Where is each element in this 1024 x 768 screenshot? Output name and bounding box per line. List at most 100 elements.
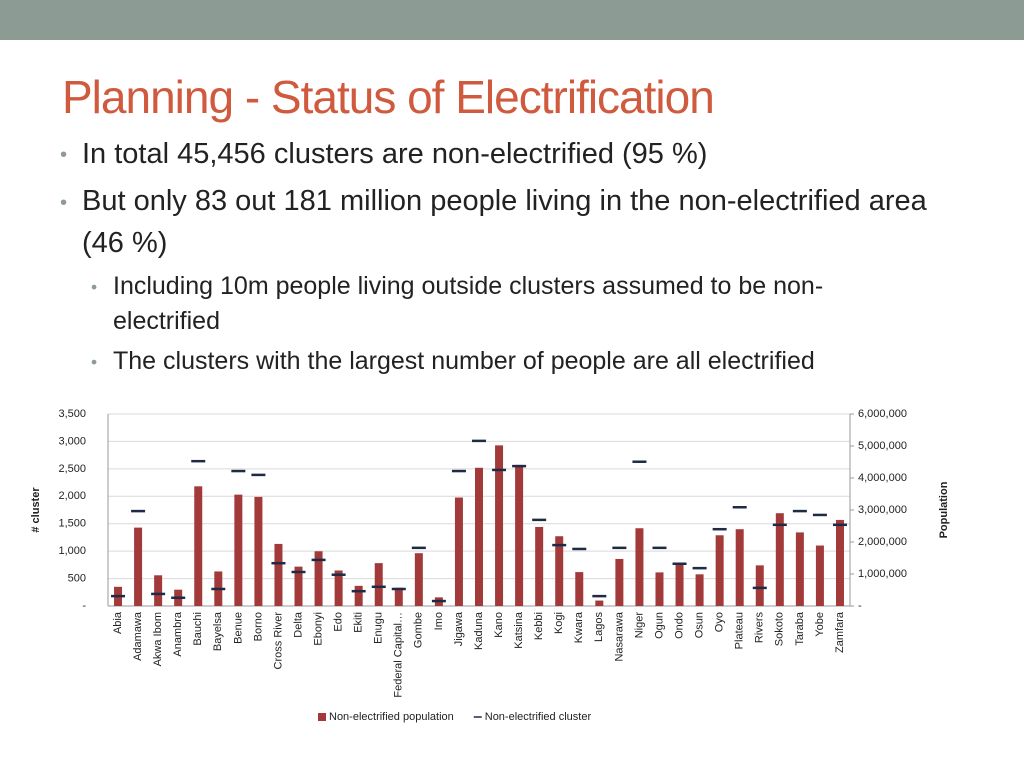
bar: [675, 562, 684, 606]
bar: [314, 551, 323, 606]
bar: [735, 529, 744, 606]
bullet-text: The clusters with the largest number of …: [113, 347, 815, 376]
x-tick-label: Lagos: [593, 612, 605, 642]
y-tick-label: 500: [68, 572, 86, 584]
bar: [575, 572, 584, 606]
bullet-text: In total 45,456 clusters are non-electri…: [82, 138, 708, 170]
y-axis-label: # cluster: [30, 487, 42, 533]
bullet-dot: •: [60, 191, 68, 214]
bar: [294, 566, 303, 606]
x-tick-label: Imo: [433, 612, 445, 630]
x-tick-label: Ebonyi: [312, 612, 324, 646]
bar: [835, 519, 844, 606]
y-tick-label: 2,500: [58, 463, 86, 475]
bar: [394, 587, 403, 606]
legend-label: Non-electrified population: [329, 711, 454, 723]
y-tick-label: 3,000: [58, 435, 86, 447]
bar: [715, 535, 724, 606]
x-tick-label: Anambra: [172, 611, 184, 657]
x-tick-label: Enugu: [373, 612, 385, 644]
bar: [234, 494, 243, 606]
bar: [755, 565, 764, 606]
x-tick-label: Kwara: [573, 611, 585, 643]
x-tick-label: Bauchi: [192, 612, 204, 646]
bar: [334, 570, 343, 606]
bar: [695, 574, 704, 606]
x-tick-label: Borno: [252, 612, 264, 641]
x-tick-label: Rivers: [754, 612, 766, 644]
bar: [354, 585, 363, 606]
y2-tick-label: 3,000,000: [858, 504, 907, 516]
bar: [595, 600, 604, 606]
y-tick-label: 1,000: [58, 545, 86, 557]
x-tick-label: Kano: [493, 612, 505, 638]
y2-tick-label: -: [858, 600, 862, 612]
y2-tick-label: 5,000,000: [858, 440, 907, 452]
x-tick-label: Ondo: [673, 612, 685, 639]
x-tick-label: Delta: [292, 611, 304, 638]
bar: [254, 496, 263, 606]
chart: - 500 1,000 1,500 2,000 2,500 3,000 3,500 - 1,000…: [30, 408, 950, 723]
x-tick-label: Federal Capital…: [393, 612, 405, 698]
x-tick-label: Oyo: [714, 612, 726, 632]
y-tick-label: 2,000: [58, 490, 86, 502]
bullet-dot: •: [91, 352, 98, 373]
bar: [274, 543, 283, 606]
x-tick-label: Kaduna: [473, 611, 485, 650]
x-tick-label: Benue: [232, 612, 244, 644]
bar: [555, 536, 564, 606]
header-band: [0, 0, 1024, 40]
x-tick-label: Nasarawa: [613, 611, 625, 661]
bar: [795, 532, 804, 606]
x-tick-label: Abia: [112, 611, 124, 634]
x-tick-label: Katsina: [513, 611, 525, 649]
x-tick-label: Kebbi: [533, 612, 545, 640]
x-tick-label: Ekiti: [353, 612, 365, 633]
y2-tick-label: 4,000,000: [858, 472, 907, 484]
bar: [815, 545, 824, 606]
bar: [475, 467, 483, 606]
bullet: • The clusters with the largest number of…: [60, 344, 913, 379]
bar: [655, 572, 664, 606]
x-tick-label: Edo: [333, 612, 345, 632]
bar: [414, 553, 423, 606]
legend-swatch: [318, 713, 326, 721]
bullet-dot: •: [60, 144, 68, 167]
bar: [515, 464, 524, 606]
y2-tick-label: 1,000,000: [858, 568, 907, 580]
y2-axis-label: Population: [938, 481, 950, 538]
bullet-text: Including 10m people living outside clus…: [113, 271, 824, 336]
bullet: • Including 10m people living outside clu…: [60, 269, 913, 338]
y-tick-label: 1,500: [58, 518, 86, 530]
bar: [535, 526, 544, 606]
bar: [194, 486, 203, 606]
bar: [154, 575, 163, 606]
y-tick-label: -: [82, 600, 86, 612]
x-tick-label: Gombe: [413, 612, 425, 648]
x-tick-label: Plateau: [734, 612, 746, 649]
bullet: • In total 45,456 clusters are non-electr…: [60, 134, 940, 175]
bar: [134, 527, 143, 606]
x-tick-label: Zamfara: [834, 611, 846, 653]
bullet-text: But only 83 out 181 million people livin…: [82, 185, 927, 259]
bar: [615, 558, 624, 606]
bar: [635, 528, 644, 606]
x-tick-label: Cross River: [272, 612, 284, 670]
x-tick-label: Akwa Ibom: [152, 612, 164, 666]
bar: [495, 445, 504, 606]
x-tick-label: Taraba: [794, 611, 806, 646]
x-tick-label: Osun: [694, 612, 706, 638]
x-tick-label: Niger: [633, 612, 645, 639]
bar: [454, 497, 463, 606]
y-tick-label: 3,500: [58, 408, 86, 420]
bullet-dot: •: [91, 277, 98, 298]
x-tick-label: Adamawa: [132, 611, 144, 661]
x-tick-label: Bayelsa: [212, 611, 224, 651]
x-tick-label: Kogi: [553, 612, 565, 634]
y2-tick-label: 2,000,000: [858, 536, 907, 548]
slide-title: Planning - Status of Electrification: [62, 71, 715, 123]
bullet-list: • In total 45,456 clusters are non-electr…: [60, 134, 940, 385]
x-tick-label: Yobe: [814, 612, 826, 637]
bullet: • But only 83 out 181 million people livi…: [60, 181, 940, 262]
